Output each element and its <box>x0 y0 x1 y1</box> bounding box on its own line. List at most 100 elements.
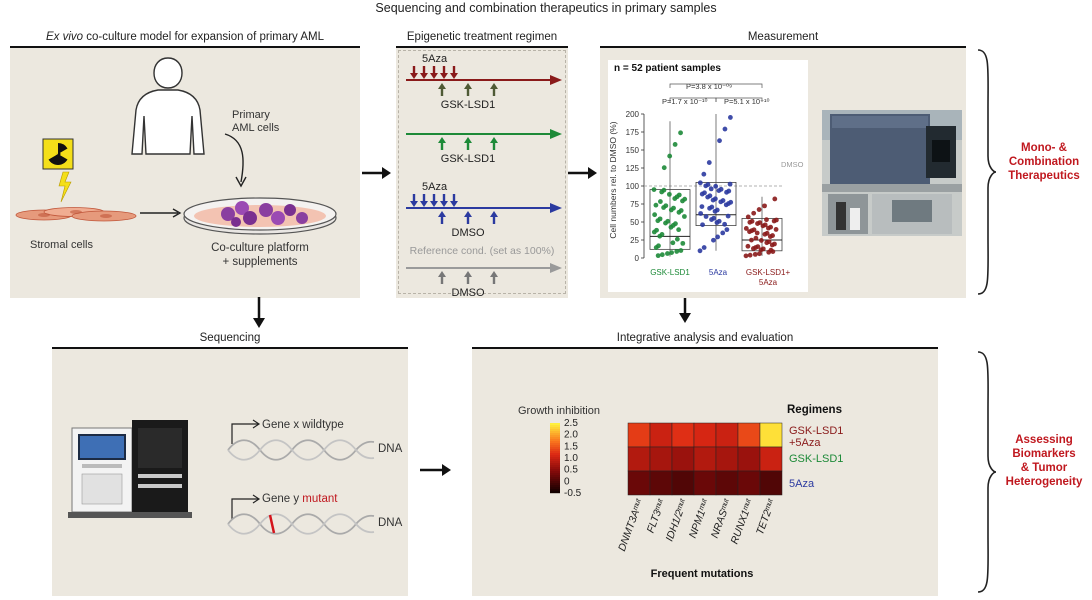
colorbar-seg-26 <box>550 475 560 478</box>
point-1-45 <box>702 190 707 196</box>
culture-title-italic: Ex vivo <box>45 31 84 43</box>
down-arrowhead-2-3 <box>440 201 448 207</box>
gene-y-prefix: Gene y <box>262 493 303 505</box>
treatment-arrowhead-0 <box>550 75 562 85</box>
point-1-42 <box>715 234 720 240</box>
heat-cell-1-2 <box>671 446 695 472</box>
point-1-29 <box>718 186 724 192</box>
point-2-37 <box>749 218 755 224</box>
treatment-panel-border <box>398 50 566 294</box>
heat-cell-0-5 <box>737 422 761 448</box>
point-2-2 <box>764 217 769 223</box>
regimen-5aza-label: 5Aza <box>789 478 815 490</box>
xlabel-5aza: 5Aza <box>708 268 728 277</box>
point-0-9 <box>676 227 682 233</box>
treatment-rows: 5Aza GSK-LSD1 GSK-LSD1 5Aza DMSO Reference co… <box>406 53 562 299</box>
down-arrowhead-2-2 <box>430 201 438 207</box>
up-arrowhead-1-1 <box>464 137 472 143</box>
down-arrowhead-2-1 <box>420 201 428 207</box>
colorbar-seg-4 <box>550 431 560 434</box>
treatment-top-label-0: 5Aza <box>422 53 448 65</box>
point-2-30 <box>758 238 764 243</box>
point-1-32 <box>705 182 711 187</box>
up-arrowhead-2-2 <box>490 211 498 217</box>
dna-label-2: DNA <box>378 517 403 529</box>
point-1-23 <box>712 196 718 202</box>
box-1 <box>695 181 737 226</box>
gene-y-label: Gene y mutant <box>262 493 337 505</box>
point-1-7 <box>697 248 703 254</box>
y-tick-label-2: 50 <box>630 218 639 227</box>
up-arrowhead-0-1 <box>464 83 472 89</box>
colorbar-seg-14 <box>550 451 560 454</box>
heatmap-xlabel: Frequent mutations <box>650 568 754 580</box>
heat-cell-0-4 <box>715 422 739 448</box>
point-2-41 <box>753 235 759 241</box>
point-1-5 <box>727 181 733 187</box>
point-1-30 <box>703 214 709 219</box>
point-0-41 <box>674 236 680 242</box>
pval-1: P=3.8 x 10⁻⁰⁹ <box>686 82 733 91</box>
y-tick-label-4: 100 <box>626 182 640 191</box>
mutation-label-6: TET2ᵐᵘᵗ <box>754 497 778 536</box>
point-2-45 <box>757 220 763 226</box>
colorbar-seg-32 <box>550 487 560 490</box>
colorbar-seg-21 <box>550 465 560 468</box>
sequencing-panel-title: Sequencing <box>199 332 261 344</box>
colorbar-seg-23 <box>550 469 560 472</box>
regimen-gsk-label: GSK-LSD1 <box>789 453 844 465</box>
point-2-43 <box>755 244 761 249</box>
y-tick-label-3: 75 <box>630 200 639 209</box>
point-1-43 <box>700 222 705 228</box>
point-2-44 <box>772 196 778 202</box>
colorbar-seg-31 <box>550 485 560 488</box>
colorbar-seg-28 <box>550 479 560 482</box>
point-0-33 <box>667 153 673 159</box>
point-2-12 <box>773 227 779 232</box>
treatment-arrowhead-3 <box>550 263 562 273</box>
up-arrowhead-1-2 <box>490 137 498 143</box>
y-tick-label-1: 25 <box>630 236 639 245</box>
heat-cell-2-4 <box>715 470 739 496</box>
xlabel-gsk: GSK-LSD1 <box>650 268 690 277</box>
point-1-22 <box>728 115 733 120</box>
main-title: Sequencing and combination therapeutics … <box>375 1 717 15</box>
integrative-panel-title: Integrative analysis and evaluation <box>616 332 794 344</box>
colorbar-seg-7 <box>550 437 560 440</box>
point-1-2 <box>708 186 714 192</box>
point-0-39 <box>673 221 678 227</box>
heat-cell-2-1 <box>649 470 673 496</box>
colorbar-tick-5: 0 <box>564 476 570 487</box>
mutation-label-3: NPM1ᵐᵘᵗ <box>687 497 712 540</box>
point-0-11 <box>678 130 683 136</box>
point-0-29 <box>663 203 669 209</box>
point-2-35 <box>747 252 753 258</box>
point-2-11 <box>756 207 762 212</box>
point-0-15 <box>682 214 687 219</box>
y-tick-label-8: 200 <box>626 110 640 119</box>
point-1-3 <box>725 213 731 219</box>
heat-cell-0-0 <box>627 422 651 448</box>
colorbar-seg-18 <box>550 459 560 462</box>
pval-3: P=5.1 x 10⁻¹⁰ <box>724 97 770 106</box>
mutation-label-4: NRASᵐᵘᵗ <box>709 497 734 540</box>
treatment-bottom-label-2: DMSO <box>452 227 485 239</box>
point-0-43 <box>676 192 682 198</box>
y-tick-label-0: 0 <box>635 254 640 263</box>
colorbar-seg-20 <box>550 463 560 466</box>
treatment-arrowhead-2 <box>550 203 562 213</box>
point-1-9 <box>699 204 705 209</box>
lightning-icon <box>58 171 72 203</box>
point-2-34 <box>762 222 768 228</box>
heat-cell-0-2 <box>671 422 695 448</box>
point-2-36 <box>764 230 770 236</box>
point-0-31 <box>665 218 671 224</box>
mutation-label-1: FLT3ᵐᵘᵗ <box>645 497 668 535</box>
sig-bracket-0 <box>669 83 763 88</box>
colorbar-seg-13 <box>550 449 560 452</box>
point-0-3 <box>670 240 676 246</box>
point-2-27 <box>772 241 777 247</box>
colorbar-seg-0 <box>550 423 560 426</box>
point-0-23 <box>657 216 663 222</box>
colorbar-tick-1: 2.0 <box>564 430 578 441</box>
